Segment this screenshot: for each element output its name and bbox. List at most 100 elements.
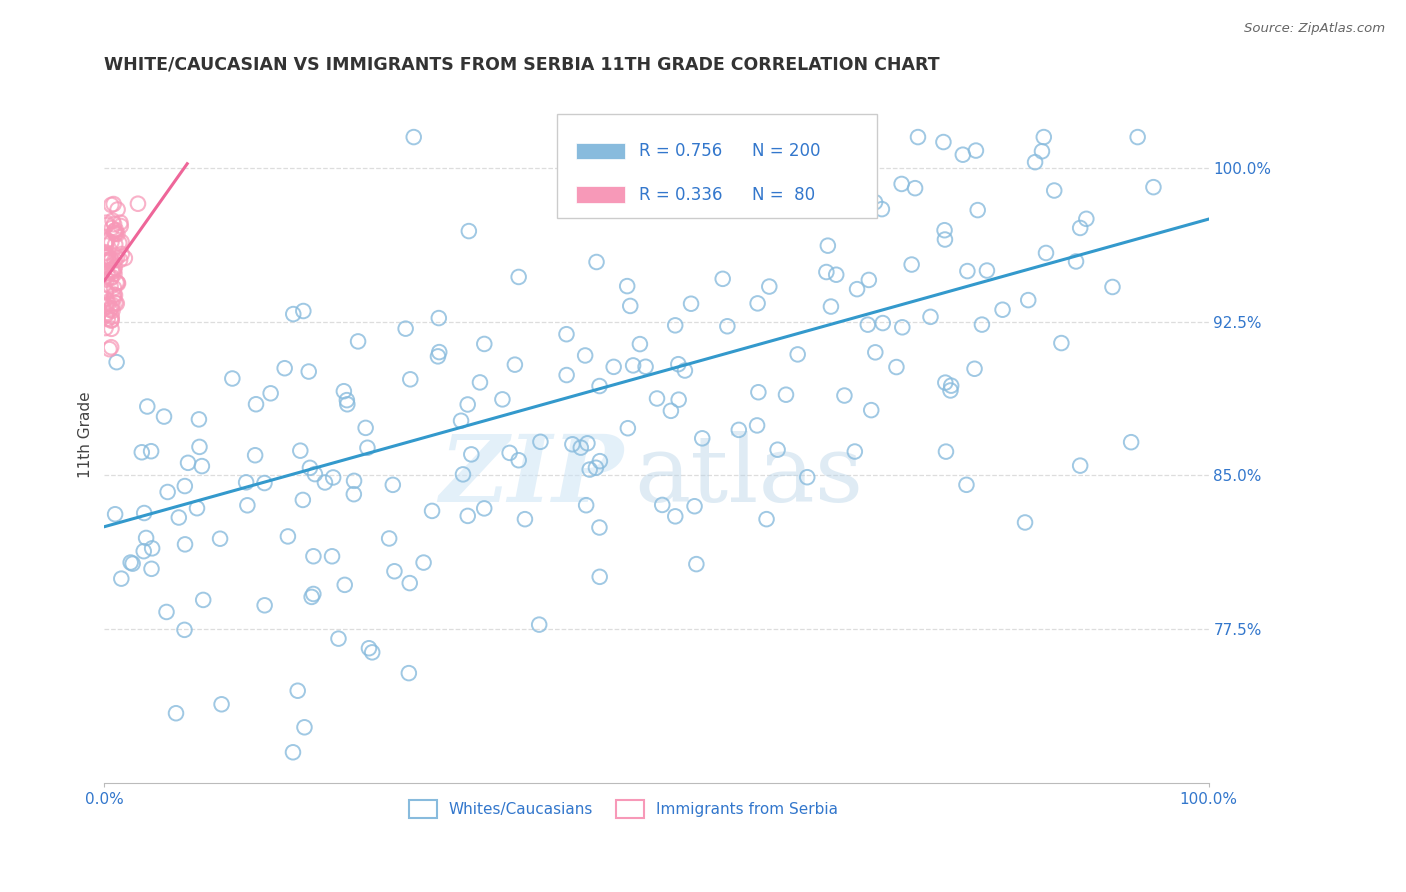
Point xyxy=(100,252,122,266)
Point xyxy=(381,478,404,492)
Point xyxy=(96,233,118,247)
Point xyxy=(1017,293,1039,307)
Point xyxy=(173,623,195,637)
Point xyxy=(277,529,299,543)
Point xyxy=(863,195,886,210)
Point xyxy=(420,504,443,518)
Point xyxy=(789,159,811,173)
Point xyxy=(211,698,233,712)
Point xyxy=(399,372,422,386)
Point xyxy=(236,498,259,512)
Point xyxy=(1024,155,1046,169)
Point xyxy=(472,501,495,516)
Point xyxy=(134,506,156,520)
Point xyxy=(103,217,125,231)
Point xyxy=(281,745,304,759)
Text: ZIP: ZIP xyxy=(439,431,623,521)
Point xyxy=(101,213,124,227)
Point xyxy=(333,384,356,399)
Point xyxy=(555,368,578,382)
Point xyxy=(343,487,366,501)
Point xyxy=(619,299,641,313)
Point xyxy=(98,342,121,356)
Point xyxy=(681,296,703,310)
Point xyxy=(253,476,276,491)
Point xyxy=(100,269,122,284)
Point xyxy=(621,359,644,373)
Point xyxy=(110,235,132,249)
Text: WHITE/CAUCASIAN VS IMMIGRANTS FROM SERBIA 11TH GRADE CORRELATION CHART: WHITE/CAUCASIAN VS IMMIGRANTS FROM SERBI… xyxy=(104,55,941,73)
Point xyxy=(844,444,866,458)
Point xyxy=(758,279,780,293)
Point xyxy=(932,135,955,149)
Point xyxy=(786,347,808,361)
Point xyxy=(273,361,295,376)
Point xyxy=(135,531,157,545)
Point xyxy=(426,350,449,364)
Point xyxy=(384,564,406,578)
Point xyxy=(1014,516,1036,530)
Point xyxy=(96,295,118,310)
Point xyxy=(900,258,922,272)
Point xyxy=(111,247,134,261)
Point xyxy=(177,456,200,470)
Point xyxy=(617,421,640,435)
Point xyxy=(858,273,880,287)
Point xyxy=(100,253,122,268)
Point xyxy=(402,130,425,145)
Point xyxy=(103,225,125,239)
Point xyxy=(588,520,610,534)
Point xyxy=(498,446,520,460)
Point xyxy=(259,386,281,401)
Point xyxy=(96,250,118,264)
Point xyxy=(141,562,163,576)
Point xyxy=(173,479,195,493)
Point xyxy=(314,475,336,490)
Point xyxy=(457,508,479,523)
Point xyxy=(94,250,117,264)
Point xyxy=(578,462,600,476)
Point xyxy=(457,397,479,411)
Point xyxy=(513,512,536,526)
Y-axis label: 11th Grade: 11th Grade xyxy=(79,391,93,478)
Point xyxy=(105,251,128,265)
Point xyxy=(668,392,690,407)
Point xyxy=(361,645,384,659)
Point xyxy=(104,288,127,302)
Point xyxy=(253,599,276,613)
Point xyxy=(96,306,118,320)
Point xyxy=(576,436,599,450)
Point xyxy=(834,388,856,402)
Point xyxy=(939,384,962,398)
Point xyxy=(796,470,818,484)
Point xyxy=(745,418,768,433)
Point xyxy=(104,237,127,252)
Point xyxy=(110,572,132,586)
Point xyxy=(683,500,706,514)
Point xyxy=(291,492,314,507)
Point xyxy=(690,431,713,445)
Point xyxy=(970,318,993,332)
Point xyxy=(103,287,125,301)
Point xyxy=(94,250,117,264)
Point xyxy=(193,593,215,607)
Text: N =  80: N = 80 xyxy=(752,186,815,204)
Point xyxy=(747,296,769,310)
Point xyxy=(673,363,696,377)
Point xyxy=(555,327,578,342)
Point xyxy=(100,301,122,315)
Point xyxy=(1035,246,1057,260)
Point xyxy=(321,549,343,564)
Point xyxy=(328,632,350,646)
Point xyxy=(860,403,883,417)
Point xyxy=(1043,184,1066,198)
Point xyxy=(891,320,914,334)
Point xyxy=(114,251,136,265)
Point xyxy=(100,322,122,336)
Point xyxy=(94,292,117,306)
Point xyxy=(965,144,987,158)
Point xyxy=(1076,211,1098,226)
Point xyxy=(191,459,214,474)
Point xyxy=(94,235,117,250)
Point xyxy=(105,296,128,310)
